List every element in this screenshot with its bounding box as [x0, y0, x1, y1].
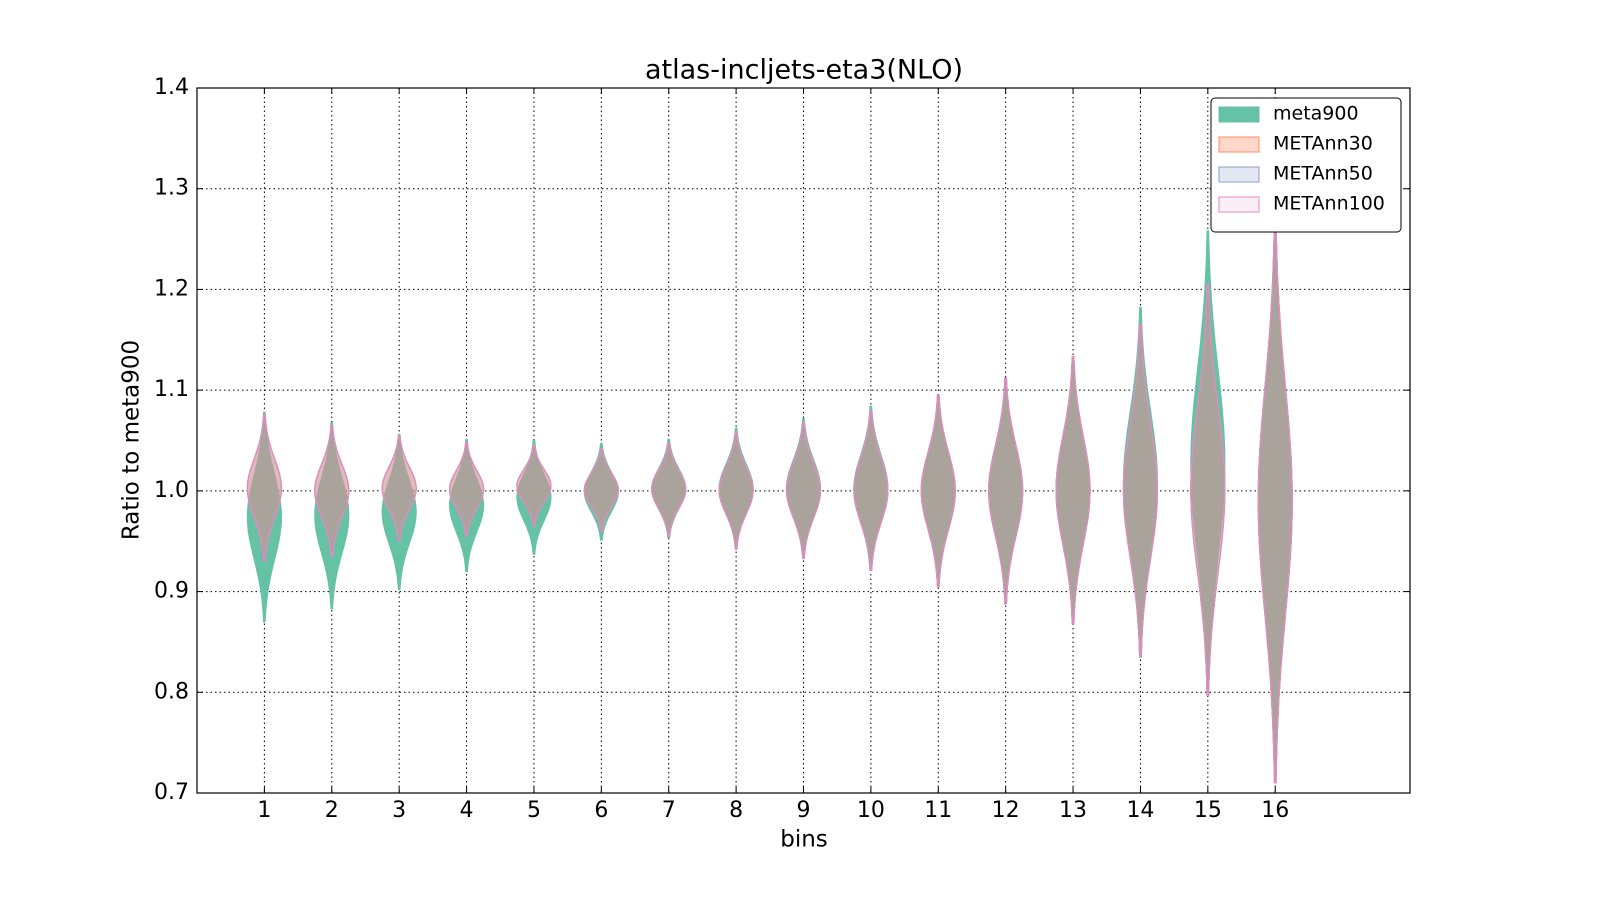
legend-label: METAnn50	[1273, 163, 1373, 185]
x-tick-label: 2	[325, 798, 339, 823]
legend-swatch	[1218, 196, 1260, 213]
x-tick-label: 7	[662, 798, 676, 823]
chart-title: atlas-incljets-eta3(NLO)	[645, 55, 963, 86]
y-tick-label: 0.7	[154, 780, 189, 805]
y-tick-label: 1.4	[154, 75, 189, 100]
legend: meta900 METAnn30 METAnn50 METAnn100	[1210, 97, 1402, 233]
x-tick-label: 6	[594, 798, 608, 823]
x-tick-label: 9	[797, 798, 811, 823]
plot-frame	[196, 87, 1411, 794]
violin	[718, 431, 754, 549]
y-tick-label: 0.8	[154, 679, 189, 704]
violin	[583, 448, 619, 532]
y-tick-label: 0.9	[154, 579, 189, 604]
violin	[583, 442, 619, 541]
violin	[246, 414, 283, 562]
x-tick-label: 13	[1059, 798, 1087, 823]
x-tick-label: 11	[924, 798, 952, 823]
violin	[988, 377, 1024, 605]
violin	[381, 434, 417, 542]
violin	[1190, 230, 1226, 696]
x-tick-label: 14	[1126, 798, 1154, 823]
x-tick-label: 12	[992, 798, 1020, 823]
violin	[1122, 307, 1159, 658]
legend-label: METAnn30	[1273, 133, 1373, 155]
y-tick-label: 1.3	[154, 176, 189, 201]
violin	[314, 424, 350, 557]
x-tick-label: 1	[257, 798, 271, 823]
legend-label: METAnn100	[1273, 193, 1385, 215]
legend-swatch	[1218, 166, 1260, 183]
violin	[920, 394, 956, 588]
legend-swatch	[1218, 136, 1260, 153]
violin	[246, 411, 283, 623]
x-tick-label: 4	[460, 798, 474, 823]
x-tick-label: 15	[1194, 798, 1222, 823]
violin	[516, 439, 552, 555]
y-tick-label: 1.2	[154, 276, 189, 301]
violin	[1122, 324, 1159, 658]
x-tick-label: 3	[392, 798, 406, 823]
violin	[785, 421, 822, 559]
violin	[1190, 283, 1226, 696]
violin	[381, 433, 417, 591]
x-tick-label: 5	[527, 798, 541, 823]
legend-label: meta900	[1273, 103, 1359, 125]
violin	[651, 441, 687, 537]
violin	[516, 444, 552, 527]
y-tick-label: 1.1	[154, 377, 189, 402]
violin	[448, 441, 485, 537]
violin	[448, 438, 485, 572]
violin	[314, 421, 350, 610]
y-tick-label: 1.0	[154, 478, 189, 503]
y-axis-label: Ratio to meta900	[119, 340, 145, 540]
violin	[1257, 218, 1293, 784]
x-tick-label: 16	[1261, 798, 1289, 823]
x-axis-label: bins	[780, 827, 828, 853]
x-tick-label: 8	[729, 798, 743, 823]
violin	[1055, 356, 1091, 625]
violin	[853, 409, 889, 571]
x-tick-label: 10	[857, 798, 885, 823]
legend-swatch	[1218, 106, 1260, 123]
